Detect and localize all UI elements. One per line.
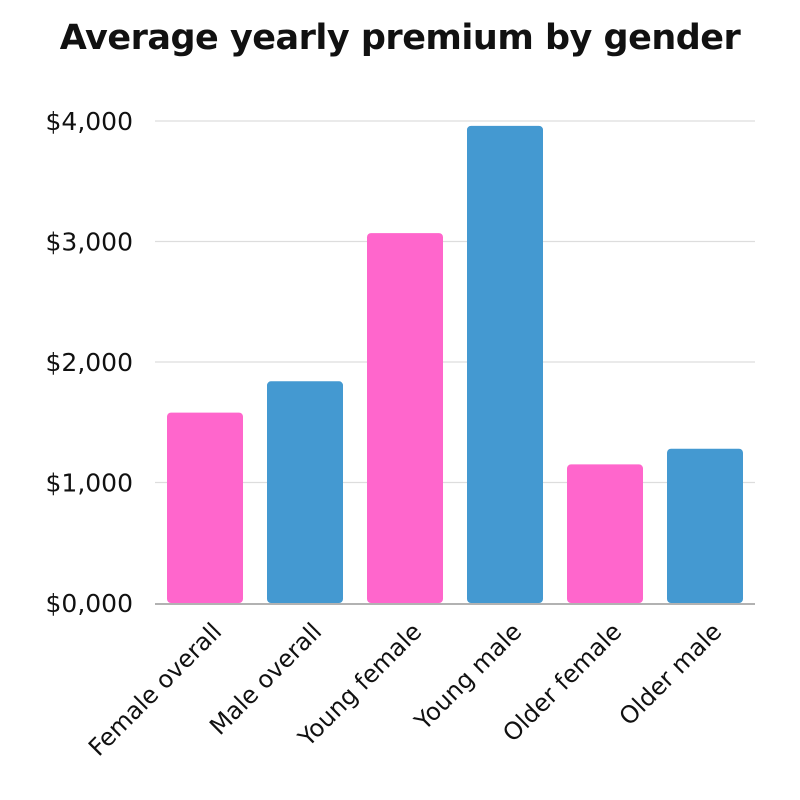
y-axis-ticks: $0,000 $1,000 $2,000 $3,000 $4,000 bbox=[46, 107, 133, 618]
bar bbox=[567, 464, 643, 603]
y-tick-label: $1,000 bbox=[46, 469, 133, 498]
chart-title: Average yearly premium by gender bbox=[59, 18, 741, 58]
bar bbox=[267, 381, 343, 603]
y-tick-label: $2,000 bbox=[46, 348, 133, 377]
bars bbox=[167, 125, 743, 603]
gridlines bbox=[155, 120, 755, 484]
bar bbox=[467, 125, 543, 603]
bar bbox=[667, 448, 743, 603]
x-tick-label: Female overall bbox=[83, 617, 227, 761]
y-tick-label: $0,000 bbox=[46, 589, 133, 618]
bar bbox=[367, 233, 443, 603]
bar bbox=[167, 412, 243, 603]
x-tick-label: Older male bbox=[614, 617, 728, 731]
y-tick-label: $4,000 bbox=[46, 107, 133, 136]
y-tick-label: $3,000 bbox=[46, 228, 133, 257]
